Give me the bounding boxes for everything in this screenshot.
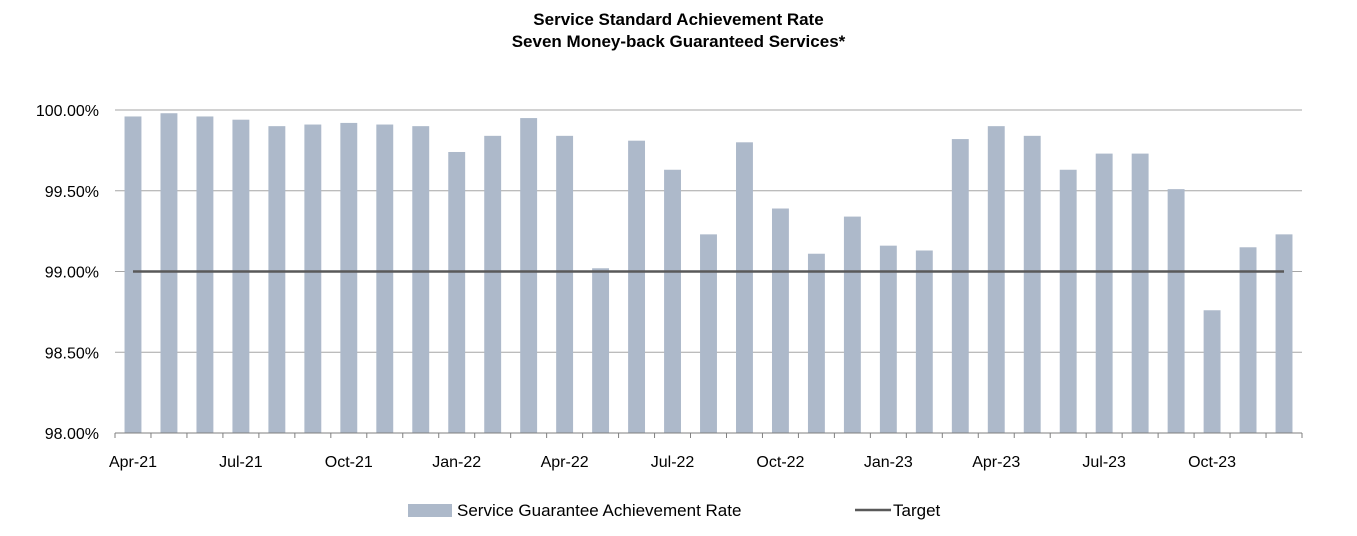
- y-tick-label: 98.50%: [45, 345, 99, 362]
- bar: [628, 140, 646, 433]
- x-tick-label: Apr-21: [109, 454, 157, 471]
- bar: [124, 116, 142, 434]
- bar: [268, 126, 286, 434]
- x-tick-label: Jan-23: [864, 454, 913, 471]
- bar: [987, 126, 1005, 434]
- chart-subtitle: Seven Money-back Guaranteed Services*: [511, 32, 846, 51]
- bar: [232, 119, 250, 433]
- bar: [520, 118, 538, 433]
- x-tick-label: Jul-23: [1082, 454, 1126, 471]
- bar: [807, 253, 825, 433]
- x-tick-label: Apr-22: [541, 454, 589, 471]
- x-tick-label: Oct-21: [325, 454, 373, 471]
- y-tick-label: 99.50%: [45, 184, 99, 201]
- bar: [340, 122, 358, 434]
- x-tick-label: Oct-23: [1188, 454, 1236, 471]
- x-tick-label: Jul-22: [651, 454, 695, 471]
- x-tick-label: Apr-23: [972, 454, 1020, 471]
- bar: [843, 216, 861, 433]
- bar: [1239, 247, 1257, 433]
- bar: [1275, 234, 1293, 433]
- bar: [304, 124, 322, 433]
- bar: [1203, 310, 1221, 433]
- bar: [951, 139, 969, 433]
- bar: [771, 208, 789, 433]
- bar: [736, 142, 753, 434]
- bar: [592, 268, 610, 433]
- x-tick-label: Oct-22: [756, 454, 804, 471]
- bar: [484, 135, 502, 433]
- bar: [879, 245, 897, 433]
- legend-label-target: Target: [893, 501, 941, 520]
- y-tick-label: 99.00%: [45, 265, 99, 282]
- bar: [376, 124, 394, 433]
- legend-swatch-bars: [408, 504, 452, 517]
- bar: [1131, 153, 1149, 434]
- bar: [1167, 189, 1185, 433]
- legend-label-bars: Service Guarantee Achievement Rate: [457, 501, 741, 520]
- bar: [448, 151, 466, 434]
- bar: [915, 250, 933, 433]
- bar: [1059, 169, 1077, 433]
- bar: [664, 169, 681, 433]
- bar: [1095, 153, 1113, 434]
- x-tick-label: Jul-21: [219, 454, 263, 471]
- bar: [556, 135, 574, 433]
- y-tick-label: 100.00%: [36, 103, 99, 120]
- y-tick-label: 98.00%: [45, 426, 99, 443]
- bar: [196, 116, 214, 434]
- bar: [412, 126, 430, 434]
- bar: [1023, 135, 1041, 433]
- chart-title: Service Standard Achievement Rate: [533, 10, 824, 29]
- bar: [700, 234, 717, 433]
- x-tick-label: Jan-22: [432, 454, 481, 471]
- bar: [160, 113, 178, 433]
